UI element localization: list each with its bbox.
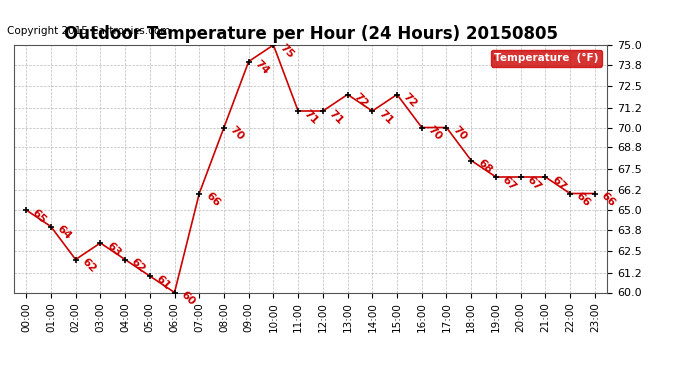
Title: Outdoor Temperature per Hour (24 Hours) 20150805: Outdoor Temperature per Hour (24 Hours) …	[63, 26, 558, 44]
Text: 64: 64	[55, 224, 73, 242]
Legend: Temperature  (°F): Temperature (°F)	[491, 50, 602, 66]
Text: 61: 61	[154, 273, 172, 291]
Text: Copyright 2015 Cartronics.com: Copyright 2015 Cartronics.com	[7, 26, 170, 36]
Text: 66: 66	[574, 191, 593, 209]
Text: 68: 68	[475, 158, 493, 176]
Text: 70: 70	[451, 125, 469, 142]
Text: 67: 67	[525, 174, 543, 192]
Text: 72: 72	[352, 92, 370, 110]
Text: 62: 62	[80, 257, 98, 275]
Text: 66: 66	[599, 191, 618, 209]
Text: 67: 67	[549, 174, 568, 192]
Text: 66: 66	[204, 191, 221, 209]
Text: 71: 71	[327, 108, 345, 126]
Text: 63: 63	[104, 240, 123, 258]
Text: 70: 70	[426, 125, 444, 142]
Text: 62: 62	[129, 257, 148, 275]
Text: 74: 74	[253, 59, 271, 77]
Text: 71: 71	[302, 108, 320, 126]
Text: 67: 67	[500, 174, 518, 192]
Text: 65: 65	[30, 207, 48, 225]
Text: 75: 75	[277, 42, 295, 60]
Text: 60: 60	[179, 290, 197, 308]
Text: 72: 72	[401, 92, 420, 110]
Text: 71: 71	[377, 108, 395, 126]
Text: 70: 70	[228, 125, 246, 142]
